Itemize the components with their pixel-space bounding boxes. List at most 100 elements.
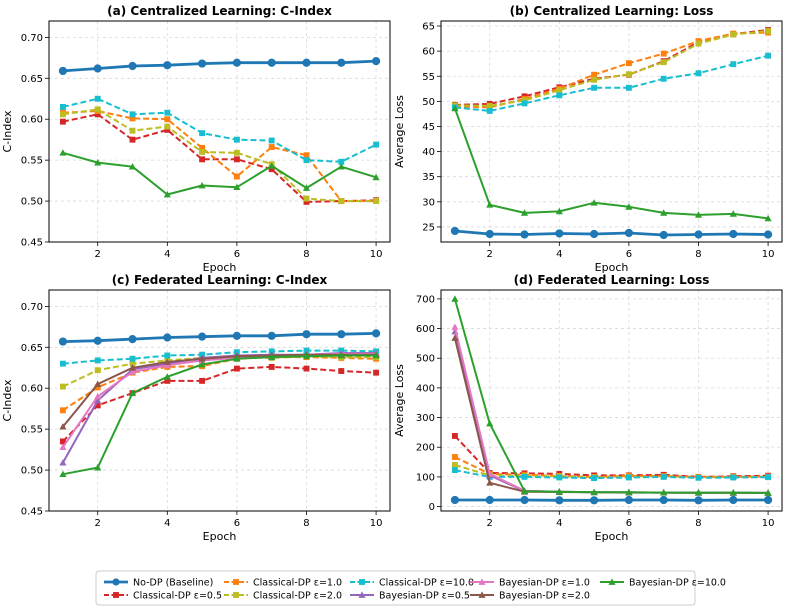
- subplot-a-line-nodp: [62, 59, 377, 73]
- subplot-c-series-b10: [59, 351, 380, 478]
- subplot-c-point-nodp: [93, 336, 102, 345]
- subplot-d-point-nodp: [590, 496, 599, 505]
- subplot-a-point-c10: [199, 130, 206, 137]
- subplot-a-point-nodp: [337, 58, 346, 67]
- subplot-a-point-c10: [338, 158, 345, 165]
- subplot-c-point-b10: [337, 351, 345, 359]
- subplot-b-point-nodp: [450, 226, 460, 236]
- subplot-b-point-nodp: [590, 229, 599, 239]
- subplot-d-point-c10: [695, 474, 702, 481]
- subplot-a-ytick-label: 0.65: [21, 74, 43, 85]
- subplot-d-point-b10: [486, 419, 494, 427]
- subplot-d-xtick-label: 6: [626, 518, 632, 529]
- subplot-c-series-nodp: [58, 329, 381, 346]
- legend-marker-b05: [358, 591, 366, 598]
- subplot-b-point-nodp: [520, 230, 529, 239]
- subplot-d-point-c10: [451, 467, 458, 474]
- subplot-a-series-b10: [59, 149, 380, 198]
- subplot-b-point-nodp: [485, 229, 494, 239]
- subplot-b-series-nodp: [450, 226, 773, 240]
- subplot-c-point-c2: [59, 383, 66, 390]
- subplot-b-point-c2: [730, 31, 737, 38]
- subplot-d-xlabel: Epoch: [595, 530, 629, 543]
- subplot-d-series-b05: [451, 327, 772, 496]
- subplot-d-series-c05: [451, 433, 772, 480]
- subplot-a-point-nodp: [93, 64, 102, 73]
- legend-item-c10: Classical-DP ε=10.0: [350, 578, 474, 589]
- subplot-c-point-nodp: [163, 333, 172, 342]
- subplot-b-point-b10: [486, 201, 494, 208]
- subplot-a-point-b10: [372, 173, 380, 181]
- subplot-b-point-b10: [764, 214, 772, 222]
- subplot-c-series-c05: [59, 363, 380, 445]
- subplot-c-point-b2: [94, 380, 102, 387]
- subplot-c-xtick-label: 4: [164, 518, 170, 529]
- subplot-d-point-b1: [451, 323, 459, 330]
- subplot-c-point-c05: [59, 438, 66, 445]
- subplot-b-point-c2: [486, 102, 493, 109]
- subplot-a-series-nodp: [58, 57, 381, 76]
- subplot-d-point-c1: [451, 454, 458, 460]
- subplot-a-point-c2: [199, 149, 206, 155]
- subplot-b-point-b10: [729, 210, 737, 217]
- subplot-c-point-c05: [94, 402, 101, 409]
- subplot-b-point-c10: [591, 84, 598, 91]
- subplot-b-point-c10: [556, 92, 563, 99]
- subplot-d-point-b2: [486, 479, 494, 486]
- subplot-d-line-c10: [454, 469, 769, 480]
- subplot-b-point-c10: [730, 61, 737, 68]
- subplot-b-point-c1: [660, 50, 667, 57]
- subplot-d-point-nodp: [555, 496, 564, 505]
- subplot-a-point-c1: [129, 115, 136, 122]
- subplot-a-point-nodp: [302, 58, 311, 67]
- subplot-a-ytick-label: 0.70: [21, 33, 43, 44]
- subplot-d-point-c10: [625, 474, 632, 481]
- subplot-c-point-b1: [59, 443, 67, 451]
- subplot-c-point-b10: [233, 355, 241, 362]
- subplot-b-xtick-label: 4: [556, 249, 562, 260]
- subplot-a-line-c10: [62, 97, 377, 163]
- subplot-d-point-c10: [730, 474, 737, 481]
- subplot-a-point-c10: [268, 137, 275, 144]
- subplot-c-point-c2: [129, 360, 136, 367]
- subplot-d-point-c10: [765, 474, 772, 481]
- subplot-c-point-c05: [199, 377, 206, 384]
- subplot-d-title: (d) Federated Learning: Loss: [514, 273, 710, 287]
- subplot-a-series-c10: [59, 95, 380, 165]
- subplot-b-xtick-label: 10: [762, 249, 775, 260]
- subplot-a-point-b10: [128, 163, 137, 170]
- subplot-b-line-nodp: [454, 229, 769, 237]
- subplot-d-point-nodp: [520, 495, 529, 505]
- subplot-c-point-nodp: [337, 330, 346, 339]
- subplot-a-point-nodp: [128, 61, 137, 71]
- subplot-d-series-b10: [451, 295, 772, 496]
- subplot-a-line-c2: [62, 108, 377, 203]
- subplot-a-point-b10: [233, 183, 241, 191]
- subplot-b-line-c2: [454, 30, 769, 107]
- subplot-a-point-c1: [233, 173, 240, 180]
- subplot-d-point-b10: [764, 489, 772, 496]
- subplot-b-ytick-label: 30: [422, 197, 435, 208]
- subplot-a-point-nodp: [198, 59, 207, 68]
- subplot-b-point-b10: [555, 207, 563, 215]
- subplot-b-point-nodp: [555, 229, 564, 238]
- subplot-b-point-c2: [695, 40, 702, 47]
- legend-label-nodp: No-DP (Baseline): [133, 578, 213, 589]
- subplot-d-point-nodp: [624, 495, 633, 505]
- subplot-a-point-c10: [303, 157, 310, 164]
- subplot-c-point-c05: [164, 377, 171, 384]
- subplot-d-line-b10: [453, 298, 769, 494]
- subplot-a-xtick-label: 10: [370, 249, 383, 260]
- subplot-c-ytick-label: 0.60: [21, 384, 43, 395]
- subplot-a-point-c1: [199, 144, 206, 151]
- subplot-b-point-nodp: [729, 229, 738, 239]
- subplot-d-point-b10: [520, 487, 529, 494]
- subplot-b-ylabel: Average Loss: [393, 95, 406, 168]
- subplot-d-point-nodp: [659, 495, 668, 505]
- legend-item-nodp: No-DP (Baseline): [104, 578, 213, 589]
- subplot-b-ytick-label: 65: [422, 22, 435, 33]
- subplot-a-ytick-label: 0.45: [21, 238, 43, 249]
- subplot-a-line-c05: [62, 113, 377, 203]
- legend-marker-nodp: [112, 578, 120, 586]
- subplot-a-title: (a) Centralized Learning: C-Index: [107, 4, 332, 18]
